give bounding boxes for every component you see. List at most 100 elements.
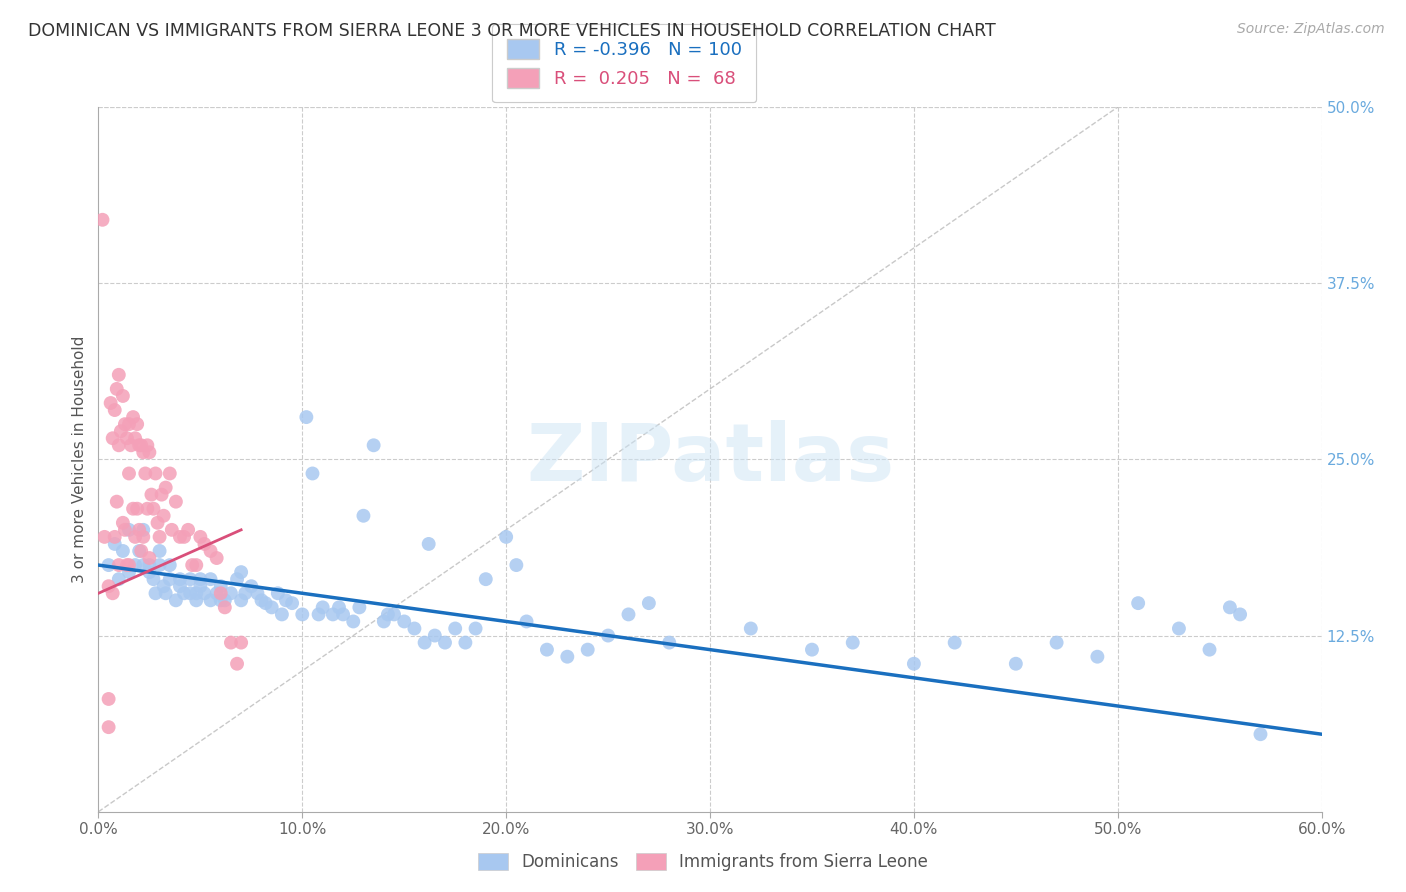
Point — [281, 596, 304, 610]
Point — [108, 558, 131, 573]
Point — [177, 523, 200, 537]
Point — [423, 628, 446, 642]
Point — [342, 615, 364, 629]
Point — [118, 558, 141, 573]
Point — [155, 481, 177, 495]
Legend: Dominicans, Immigrants from Sierra Leone: Dominicans, Immigrants from Sierra Leone — [470, 845, 936, 880]
Point — [138, 551, 160, 566]
Point — [149, 530, 172, 544]
Point — [149, 544, 172, 558]
Point — [209, 579, 232, 593]
Point — [658, 635, 681, 649]
Point — [169, 530, 191, 544]
Point — [127, 417, 149, 431]
Point — [188, 572, 212, 586]
Point — [115, 558, 138, 573]
Point — [464, 622, 486, 636]
Point — [179, 586, 201, 600]
Point — [209, 586, 232, 600]
Point — [193, 586, 215, 600]
Point — [474, 572, 498, 586]
Point — [159, 572, 181, 586]
Point — [231, 635, 253, 649]
Point — [145, 586, 167, 600]
Point — [128, 523, 150, 537]
Point — [165, 593, 187, 607]
Point — [576, 642, 599, 657]
Point — [100, 396, 122, 410]
Point — [105, 494, 128, 508]
Point — [226, 572, 249, 586]
Point — [159, 558, 181, 573]
Point — [903, 657, 925, 671]
Point — [250, 593, 273, 607]
Point — [557, 649, 579, 664]
Point — [516, 615, 538, 629]
Point — [205, 551, 228, 566]
Point — [209, 593, 232, 607]
Point — [181, 558, 204, 573]
Point — [841, 635, 863, 649]
Point — [226, 657, 249, 671]
Point — [418, 537, 440, 551]
Point — [598, 628, 620, 642]
Point — [152, 579, 174, 593]
Point — [138, 558, 160, 573]
Point — [219, 635, 242, 649]
Point — [328, 600, 350, 615]
Point — [132, 530, 155, 544]
Point — [188, 579, 212, 593]
Point — [801, 642, 824, 657]
Point — [142, 572, 165, 586]
Point — [186, 593, 208, 607]
Point — [301, 467, 323, 481]
Point — [434, 635, 457, 649]
Point — [124, 431, 146, 445]
Point — [377, 607, 399, 622]
Point — [267, 586, 290, 600]
Point — [214, 600, 236, 615]
Point — [1004, 657, 1026, 671]
Point — [149, 558, 172, 573]
Point — [134, 467, 156, 481]
Point — [115, 431, 138, 445]
Point — [93, 530, 115, 544]
Point — [274, 593, 297, 607]
Point — [404, 622, 426, 636]
Point — [124, 558, 146, 573]
Point — [173, 586, 195, 600]
Legend: R = -0.396   N = 100, R =  0.205   N =  68: R = -0.396 N = 100, R = 0.205 N = 68 — [492, 24, 756, 103]
Point — [352, 508, 374, 523]
Point — [114, 417, 136, 431]
Text: Source: ZipAtlas.com: Source: ZipAtlas.com — [1237, 22, 1385, 37]
Point — [111, 389, 134, 403]
Point — [136, 501, 159, 516]
Point — [105, 382, 128, 396]
Point — [132, 445, 155, 459]
Point — [110, 424, 132, 438]
Point — [97, 692, 120, 706]
Point — [97, 558, 120, 573]
Point — [169, 572, 191, 586]
Point — [308, 607, 330, 622]
Point — [141, 487, 163, 501]
Point — [1045, 635, 1069, 649]
Point — [108, 368, 131, 382]
Point — [200, 572, 222, 586]
Point — [101, 431, 124, 445]
Point — [150, 487, 173, 501]
Point — [122, 501, 145, 516]
Point — [104, 537, 127, 551]
Point — [173, 530, 195, 544]
Point — [127, 501, 149, 516]
Point — [108, 438, 131, 452]
Point — [231, 565, 253, 579]
Point — [108, 572, 131, 586]
Point — [638, 596, 661, 610]
Point — [118, 523, 141, 537]
Point — [413, 635, 436, 649]
Point — [159, 467, 181, 481]
Point — [214, 593, 236, 607]
Point — [97, 579, 120, 593]
Point — [454, 635, 477, 649]
